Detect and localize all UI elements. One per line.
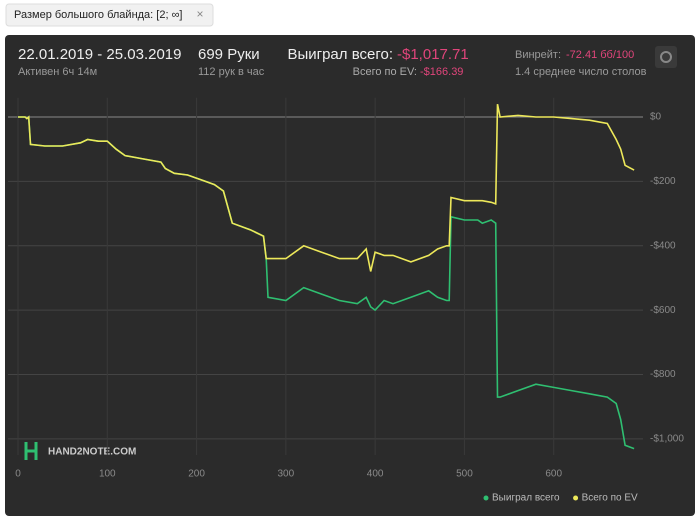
legend-marker [483,495,489,501]
hands: 699 Руки [198,46,260,63]
watermark: HAND2NOTE.COM [48,447,136,458]
y-tick-label: -$1,000 [650,434,684,445]
ev-value: -$166.39 [420,66,463,78]
y-tick-label: -$800 [650,369,676,380]
settings-button[interactable] [655,46,677,68]
x-tick-label: 0 [15,469,21,480]
x-tick-label: 600 [545,469,562,480]
active-time: Активен 6ч 14м [18,66,97,78]
x-tick-label: 100 [99,469,116,480]
y-tick-label: $0 [650,112,662,123]
y-tick-label: -$400 [650,240,676,251]
x-tick-label: 200 [188,469,205,480]
filter-label: Размер большого блайнда: [2; ∞] [14,9,182,21]
legend-label: Всего по EV [582,493,638,504]
settings-icon [660,51,672,63]
legend-label: Выиграл всего [492,493,560,504]
panel [5,35,695,516]
filter-chip[interactable] [5,3,214,27]
legend-marker [573,495,579,501]
won-value: -$1,017.71 [397,46,469,63]
winrate-value: -72.41 бб/100 [566,49,634,61]
hands-per-hour: 112 рук в час [198,66,265,78]
winrate-label: Винрейт: [515,49,561,61]
x-tick-label: 500 [456,469,473,480]
plot: $0 -$200 -$400 -$600 -$800 -$1,000 0 100 200 300 4… [8,97,684,504]
logo: HAND2NOTE.COM [24,442,136,460]
ev-label: Всего по EV: [353,66,417,78]
x-tick-label: 300 [278,469,295,480]
series-line [18,103,635,272]
tables: 1.4 среднее число столов [515,66,647,78]
y-tick-label: -$200 [650,176,676,187]
x-tick-label: 400 [367,469,384,480]
y-tick-label: -$600 [650,305,676,316]
date-range: 22.01.2019 - 25.03.2019 [18,46,181,63]
logo-icon [24,442,38,460]
won-label: Выиграл всего: [287,46,393,63]
close-icon[interactable]: × [196,7,203,21]
